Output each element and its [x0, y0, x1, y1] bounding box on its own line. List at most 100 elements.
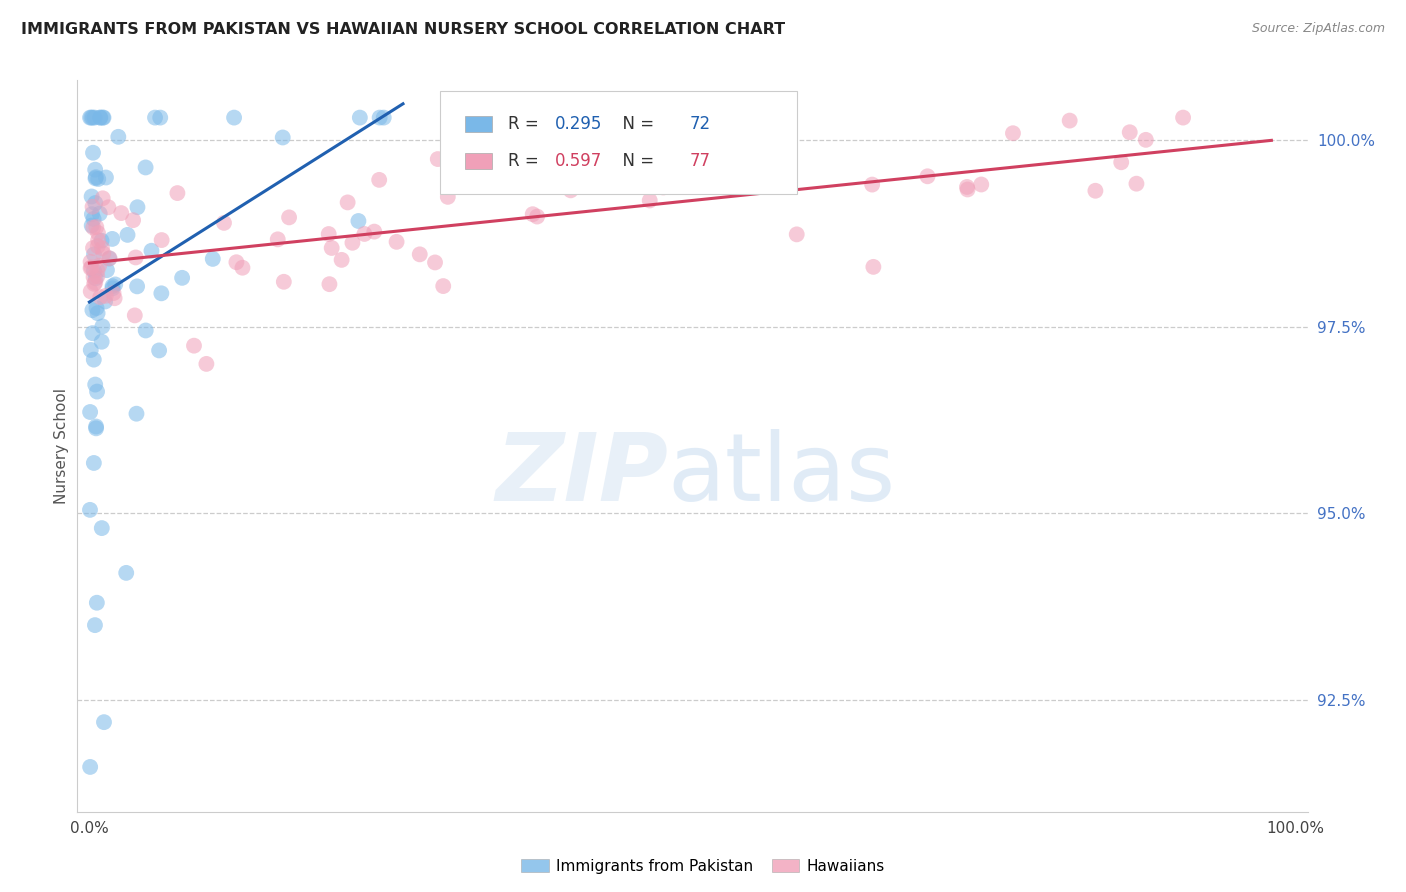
Immigrants from Pakistan: [349, 111, 371, 125]
Hawaiians: [89, 290, 111, 304]
Hawaiians: [86, 263, 108, 277]
Hawaiians: [409, 247, 432, 261]
Immigrants from Pakistan: [80, 189, 103, 203]
Bar: [465, 153, 492, 169]
Immigrants from Pakistan: [90, 334, 112, 349]
Immigrants from Pakistan: [84, 170, 107, 185]
Hawaiians: [80, 285, 103, 299]
Immigrants from Pakistan: [143, 111, 166, 125]
Hawaiians: [225, 255, 247, 269]
Hawaiians: [336, 195, 359, 210]
Hawaiians: [1135, 133, 1157, 147]
Immigrants from Pakistan: [101, 281, 124, 295]
Immigrants from Pakistan: [84, 421, 107, 435]
Immigrants from Pakistan: [80, 219, 103, 233]
Immigrants from Pakistan: [368, 111, 391, 125]
Hawaiians: [522, 207, 544, 221]
Immigrants from Pakistan: [82, 145, 104, 160]
Hawaiians: [84, 276, 107, 290]
Text: N =: N =: [613, 115, 659, 133]
Text: R =: R =: [508, 115, 544, 133]
Text: N =: N =: [613, 152, 659, 169]
Hawaiians: [84, 220, 107, 235]
Hawaiians: [1171, 111, 1194, 125]
Hawaiians: [273, 275, 295, 289]
Y-axis label: Nursery School: Nursery School: [53, 388, 69, 504]
Text: IMMIGRANTS FROM PAKISTAN VS HAWAIIAN NURSERY SCHOOL CORRELATION CHART: IMMIGRANTS FROM PAKISTAN VS HAWAIIAN NUR…: [21, 22, 785, 37]
Hawaiians: [87, 226, 110, 240]
Hawaiians: [652, 180, 675, 194]
Hawaiians: [195, 357, 218, 371]
Hawaiians: [212, 216, 235, 230]
Hawaiians: [1001, 126, 1024, 140]
Hawaiians: [363, 225, 385, 239]
Text: 77: 77: [690, 152, 711, 169]
Hawaiians: [79, 261, 101, 276]
Immigrants from Pakistan: [150, 286, 173, 301]
Immigrants from Pakistan: [127, 200, 149, 214]
Immigrants from Pakistan: [373, 111, 395, 125]
Immigrants from Pakistan: [115, 566, 138, 580]
Hawaiians: [91, 246, 114, 260]
Immigrants from Pakistan: [82, 111, 104, 125]
Immigrants from Pakistan: [83, 456, 105, 470]
Hawaiians: [125, 251, 148, 265]
Immigrants from Pakistan: [83, 247, 105, 261]
Hawaiians: [318, 277, 340, 292]
Hawaiians: [695, 161, 717, 175]
Immigrants from Pakistan: [84, 171, 107, 186]
Immigrants from Pakistan: [79, 111, 101, 125]
Immigrants from Pakistan: [101, 279, 124, 293]
Immigrants from Pakistan: [96, 263, 118, 277]
Hawaiians: [860, 178, 883, 192]
Immigrants from Pakistan: [148, 343, 170, 358]
Hawaiians: [87, 233, 110, 247]
Text: ZIP: ZIP: [495, 429, 668, 521]
Immigrants from Pakistan: [93, 715, 115, 730]
Hawaiians: [278, 211, 301, 225]
Immigrants from Pakistan: [79, 405, 101, 419]
Immigrants from Pakistan: [86, 596, 108, 610]
Hawaiians: [970, 178, 993, 192]
Hawaiians: [956, 182, 979, 196]
Immigrants from Pakistan: [117, 227, 139, 242]
Immigrants from Pakistan: [104, 277, 127, 292]
Hawaiians: [124, 309, 146, 323]
Immigrants from Pakistan: [80, 111, 103, 125]
Hawaiians: [1059, 113, 1081, 128]
Immigrants from Pakistan: [84, 162, 107, 177]
Hawaiians: [385, 235, 408, 249]
Immigrants from Pakistan: [125, 407, 148, 421]
Immigrants from Pakistan: [83, 211, 105, 226]
Hawaiians: [98, 252, 121, 266]
Immigrants from Pakistan: [94, 170, 117, 185]
Hawaiians: [79, 255, 101, 269]
Immigrants from Pakistan: [79, 760, 101, 774]
Immigrants from Pakistan: [84, 419, 107, 434]
Text: 72: 72: [690, 115, 711, 133]
Immigrants from Pakistan: [86, 384, 108, 399]
Hawaiians: [122, 213, 145, 227]
Hawaiians: [91, 241, 114, 255]
Hawaiians: [526, 210, 548, 224]
Hawaiians: [342, 235, 364, 250]
Immigrants from Pakistan: [86, 301, 108, 315]
Hawaiians: [80, 260, 103, 275]
Hawaiians: [103, 286, 125, 301]
Immigrants from Pakistan: [107, 129, 129, 144]
Hawaiians: [82, 220, 104, 235]
Immigrants from Pakistan: [91, 319, 114, 334]
Hawaiians: [426, 152, 449, 166]
Hawaiians: [83, 270, 105, 285]
Hawaiians: [432, 279, 454, 293]
Immigrants from Pakistan: [141, 244, 163, 258]
Hawaiians: [82, 200, 104, 214]
Immigrants from Pakistan: [201, 252, 224, 266]
Hawaiians: [560, 183, 582, 197]
Immigrants from Pakistan: [82, 326, 104, 340]
Hawaiians: [423, 255, 446, 269]
Hawaiians: [1125, 177, 1147, 191]
Immigrants from Pakistan: [80, 343, 103, 357]
Hawaiians: [231, 260, 253, 275]
Hawaiians: [87, 239, 110, 253]
